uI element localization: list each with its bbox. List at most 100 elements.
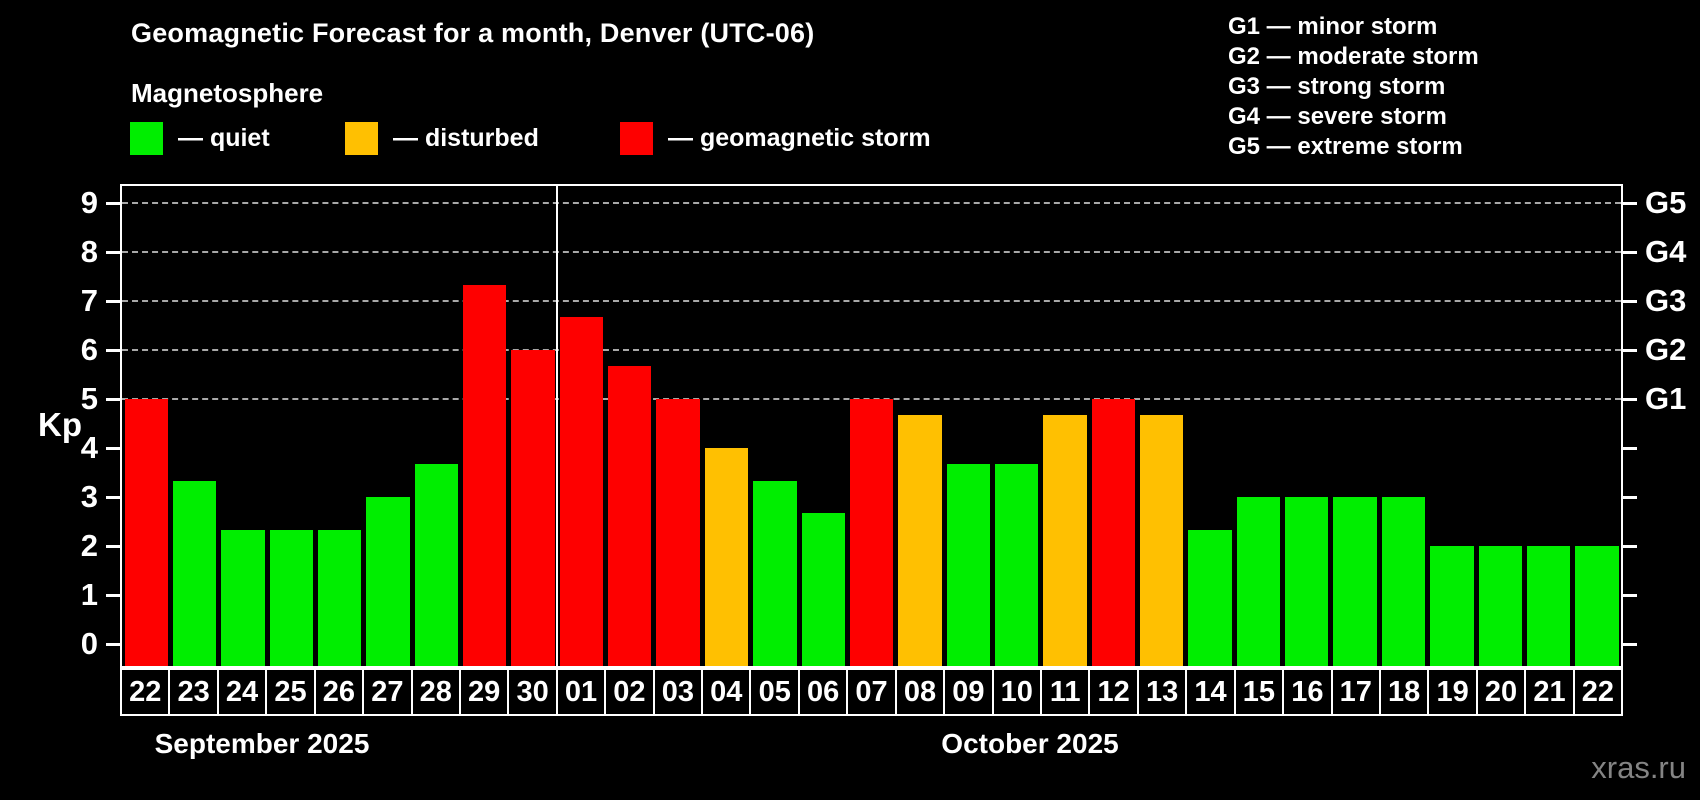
legend-label-disturbed: — disturbed — [393, 124, 539, 152]
date-label: 10 — [1000, 675, 1033, 708]
y-tick-mark — [106, 594, 120, 597]
bar — [994, 464, 1039, 666]
date-cell: 27 — [362, 668, 413, 716]
date-label: 05 — [758, 675, 791, 708]
date-label: 03 — [661, 675, 694, 708]
g-legend-line-g5: G5 — extreme storm — [1228, 133, 1463, 160]
date-axis: 22 23 24 25 26 27 28 29 30 01 02 03 04 05 06 07 08 09 10 11… — [120, 668, 1624, 716]
date-cell: 09 — [943, 668, 994, 716]
bar — [1478, 546, 1522, 666]
y-tick-label: 6 — [80, 332, 98, 367]
y-tick-mark — [106, 496, 120, 499]
bar — [1236, 497, 1281, 666]
bar — [124, 399, 168, 666]
bar — [849, 399, 894, 666]
y-tick-mark — [106, 447, 120, 450]
legend-label-quiet: — quiet — [178, 124, 270, 152]
y-tick-mark — [106, 251, 120, 254]
bar — [1091, 399, 1136, 666]
y-tick-label: 2 — [80, 528, 98, 563]
month-separator — [556, 186, 559, 666]
plot-area — [120, 184, 1623, 668]
date-cell: 14 — [1185, 668, 1236, 716]
bar-column — [412, 186, 460, 666]
right-tick-mark — [1623, 251, 1637, 254]
date-cell: 20 — [1475, 668, 1527, 716]
page-title: Geomagnetic Forecast for a month, Denver… — [131, 18, 815, 48]
right-tick-mark — [1623, 300, 1637, 303]
date-label: 29 — [468, 675, 501, 708]
date-cell: 10 — [991, 668, 1043, 716]
bar-column — [1379, 186, 1427, 666]
bar — [366, 497, 410, 666]
bar-column — [1476, 186, 1524, 666]
date-label: 30 — [516, 675, 549, 708]
month-label-october: October 2025 — [941, 728, 1119, 759]
date-label: 16 — [1291, 675, 1324, 708]
date-label: 07 — [855, 675, 888, 708]
date-label: 18 — [1388, 675, 1421, 708]
date-cell: 11 — [1040, 668, 1091, 716]
right-axis-label-g1: G1 — [1645, 381, 1687, 416]
g-legend-line-g4: G4 — severe storm — [1228, 103, 1447, 130]
bar — [898, 415, 942, 666]
legend-swatch-quiet — [130, 122, 163, 155]
date-label: 08 — [903, 675, 937, 708]
date-cell: 30 — [507, 668, 558, 716]
date-label: 12 — [1097, 675, 1130, 708]
bar — [801, 513, 845, 666]
date-cell: 25 — [265, 668, 316, 716]
date-cell: 22 — [120, 668, 171, 716]
right-axis-label-g4: G4 — [1645, 234, 1687, 269]
right-tick-mark — [1623, 202, 1637, 205]
g-legend-line-g2: G2 — moderate storm — [1228, 43, 1479, 70]
date-label: 20 — [1484, 675, 1518, 708]
date-cell: 23 — [168, 668, 219, 716]
date-label: 04 — [710, 675, 743, 708]
right-tick-mark — [1623, 545, 1637, 548]
y-tick-label: 9 — [80, 185, 98, 220]
right-tick-mark — [1623, 349, 1637, 352]
bar-column — [1234, 186, 1282, 666]
kp-axis-label: Kp — [38, 406, 82, 443]
bar-column — [1041, 186, 1089, 666]
date-cell: 06 — [797, 668, 849, 716]
right-tick-mark — [1623, 398, 1637, 401]
date-cell: 13 — [1136, 668, 1188, 716]
date-cell: 29 — [458, 668, 510, 716]
bar — [753, 481, 797, 666]
right-tick-mark — [1623, 594, 1637, 597]
g-legend-line-g1: G1 — minor storm — [1228, 13, 1438, 40]
bar-column — [170, 186, 218, 666]
bar-column — [847, 186, 895, 666]
bar-column — [1331, 186, 1379, 666]
right-tick-mark — [1623, 496, 1637, 499]
bar-column — [267, 186, 315, 666]
date-cell: 24 — [216, 668, 268, 716]
date-cell: 04 — [701, 668, 752, 716]
date-label: 21 — [1533, 675, 1566, 708]
date-cell: 26 — [313, 668, 365, 716]
bar — [1333, 497, 1377, 666]
bar-column — [1138, 186, 1186, 666]
chart-subtitle: Magnetosphere — [131, 78, 324, 108]
date-cell: 18 — [1378, 668, 1430, 716]
gridline-kp7 — [122, 300, 1621, 302]
bar-column — [1524, 186, 1572, 666]
date-cell: 19 — [1427, 668, 1478, 716]
bar — [946, 464, 990, 666]
date-label: 17 — [1339, 675, 1372, 708]
date-label: 23 — [177, 675, 210, 708]
bar — [559, 317, 604, 666]
date-label: 13 — [1145, 675, 1179, 708]
date-cell: 28 — [410, 668, 461, 716]
bar — [608, 366, 652, 666]
y-tick-label: 5 — [80, 381, 98, 416]
date-label: 22 — [129, 675, 162, 708]
y-tick-label: 0 — [80, 626, 98, 661]
g-scale-legend: G1 — minor storm G2 — moderate storm G3 … — [1228, 12, 1479, 162]
bar — [1285, 497, 1329, 666]
legend-swatch-storm — [620, 122, 653, 155]
y-tick-label: 1 — [80, 577, 98, 612]
